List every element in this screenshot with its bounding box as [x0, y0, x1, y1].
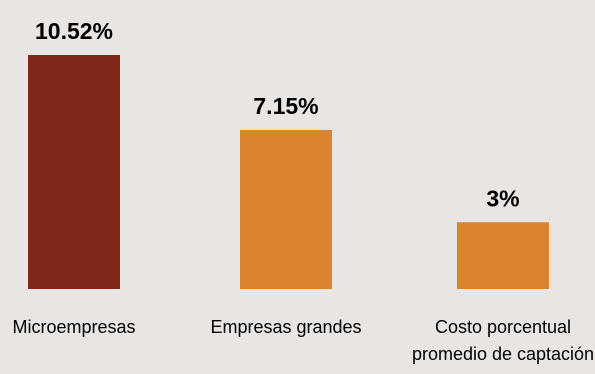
bar-2	[457, 222, 549, 289]
category-labels-group: Microempresas Empresas grandes Costo porce…	[12, 317, 594, 364]
bar-1	[240, 129, 332, 289]
bars-group	[28, 55, 549, 289]
value-labels-group: 10.52% 7.15% 3%	[35, 18, 520, 211]
value-label-1: 7.15%	[253, 93, 318, 119]
value-label-2: 3%	[486, 185, 519, 211]
value-label-0: 10.52%	[35, 18, 113, 44]
category-label-2-line-0: Costo porcentual	[435, 317, 571, 337]
category-label-1: Empresas grandes	[210, 317, 361, 337]
bar-0	[28, 55, 120, 289]
category-label-2-line-1: promedio de captación	[412, 344, 594, 364]
category-label-0: Microempresas	[12, 317, 135, 337]
